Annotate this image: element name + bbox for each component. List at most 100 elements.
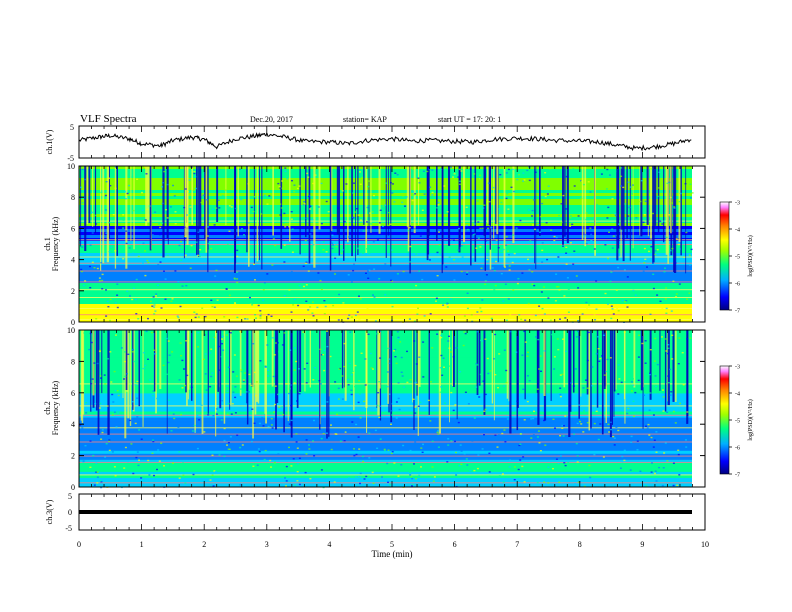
spectrogram-speckle <box>423 193 426 195</box>
spectrogram-speckle <box>624 301 627 303</box>
spectrogram-speckle <box>564 415 567 417</box>
spectrogram-speckle <box>561 427 564 429</box>
spectrogram-speckle <box>357 401 360 404</box>
spectrogram-speckle <box>432 480 435 482</box>
spectrogram-speckle <box>350 389 353 391</box>
spectrogram-line <box>79 314 692 316</box>
spectrogram-speckle <box>210 348 213 350</box>
spectrogram-streak <box>452 330 453 387</box>
spectrogram-speckle <box>597 348 600 350</box>
spectrogram-streak <box>343 166 345 261</box>
spectrogram-streak <box>97 330 100 435</box>
spectrogram-speckle <box>560 221 563 223</box>
spectrogram-speckle <box>159 226 162 229</box>
spectrogram-speckle <box>292 458 295 460</box>
spectrogram-band <box>79 190 692 194</box>
spectrogram-speckle <box>268 195 271 197</box>
spectrogram-speckle <box>334 381 337 383</box>
spectrogram-speckle <box>296 480 299 482</box>
spectrogram-speckle <box>637 356 640 358</box>
spectrogram-speckle <box>539 355 542 357</box>
spectrogram-speckle <box>199 249 202 251</box>
spectrogram-speckle <box>277 453 280 455</box>
spectrogram-speckle <box>656 363 659 366</box>
spectrogram-speckle <box>288 392 290 395</box>
spectrogram-speckle <box>358 448 361 450</box>
spectrogram-speckle <box>138 429 141 431</box>
spectrogram-speckle <box>662 389 664 391</box>
spectrogram-speckle <box>454 404 457 406</box>
ch2-spectrogram-ylabel-channel: ch.2 <box>43 401 52 415</box>
spectrogram-speckle <box>431 440 434 442</box>
spectrogram-speckle <box>120 347 123 349</box>
spectrogram-line <box>79 383 692 385</box>
spectrogram-speckle <box>168 354 171 356</box>
ch1-ytick-bottom: -5 <box>67 154 74 163</box>
x-tick-label: 4 <box>327 540 331 549</box>
spectrogram-speckle <box>251 304 254 306</box>
spectrogram-speckle <box>165 337 168 340</box>
spectrogram-speckle <box>541 249 544 252</box>
spectrogram-speckle <box>454 440 456 443</box>
spectrogram-streak <box>194 330 196 433</box>
spectrogram-speckle <box>397 337 400 339</box>
spectrogram-speckle <box>378 416 381 419</box>
spectrogram-band <box>79 199 692 203</box>
spectrogram-speckle <box>104 456 107 458</box>
spectrogram-speckle <box>519 443 522 445</box>
spectrogram-speckle <box>91 261 94 263</box>
spectrogram-speckle <box>569 242 572 244</box>
spectrogram-speckle <box>473 223 476 225</box>
spectrogram-speckle <box>312 440 314 442</box>
spectrogram-speckle <box>256 464 259 466</box>
spectrogram-streak <box>640 330 643 391</box>
spectrogram-band <box>79 483 692 488</box>
spectrogram-speckle <box>117 394 120 397</box>
spectrogram-speckle <box>226 390 229 392</box>
spectrogram-streak <box>491 330 494 404</box>
spectrogram-streak <box>341 330 344 389</box>
spectrogram-speckle <box>414 441 417 443</box>
spectrogram-speckle <box>414 412 417 414</box>
spectrogram-speckle <box>686 338 689 340</box>
spectrogram-speckle <box>569 225 571 227</box>
spectrogram-speckle <box>490 226 493 229</box>
spectrogram-speckle <box>387 449 390 451</box>
spectrogram-speckle <box>166 183 169 186</box>
spectrogram-speckle <box>131 351 134 353</box>
spectrogram-speckle <box>605 191 608 193</box>
spectrogram-speckle <box>274 244 277 247</box>
spectrogram-speckle <box>547 185 550 187</box>
spectrogram-speckle <box>133 266 136 268</box>
spectrogram-speckle <box>553 356 556 358</box>
spectrogram-speckle <box>114 166 117 168</box>
spectrogram-speckle <box>314 174 317 176</box>
spectrogram-speckle <box>677 363 680 365</box>
spectrogram-speckle <box>352 192 355 194</box>
spectrogram-speckle <box>115 426 118 428</box>
spectrogram-streak <box>229 330 231 410</box>
colorbar-tick-label: -6 <box>735 446 740 452</box>
spectrogram-streak <box>674 166 677 273</box>
spectrogram-streak <box>387 330 389 404</box>
spectrogram-speckle <box>233 354 236 356</box>
spectrogram-band <box>79 256 692 260</box>
spectrogram-speckle <box>195 313 198 315</box>
spectrogram-streak <box>336 166 339 235</box>
spectrogram-speckle <box>105 181 108 183</box>
spectrogram-speckle <box>100 486 103 489</box>
spectrogram-speckle <box>488 452 491 454</box>
spectrogram-band <box>79 226 692 230</box>
spectrogram-speckle <box>362 419 365 421</box>
spectrogram-speckle <box>421 408 424 411</box>
spectrogram-speckle <box>573 433 576 435</box>
spectrogram-speckle <box>116 368 119 371</box>
spectrogram-speckle <box>386 385 389 388</box>
spectrogram-speckle <box>356 311 359 313</box>
spectrogram-streak <box>609 330 612 438</box>
spectrogram-speckle <box>643 214 646 216</box>
y-tick-label: 2 <box>71 452 75 461</box>
spectrogram-speckle <box>416 313 419 315</box>
spectrogram-speckle <box>110 246 113 248</box>
spectrogram-speckle <box>406 381 409 384</box>
